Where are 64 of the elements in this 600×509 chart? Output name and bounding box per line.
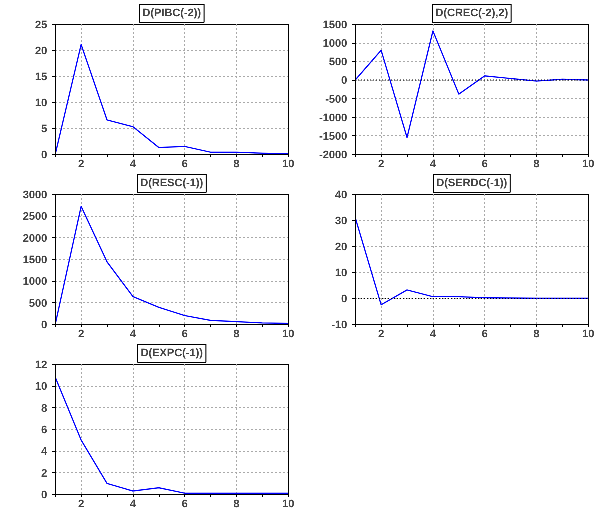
y-tick-label: 30: [335, 216, 348, 228]
y-tick-label: 2: [41, 468, 48, 480]
x-tick-label: 2: [78, 498, 84, 509]
chart-title: D(SERDC(-1)): [436, 178, 508, 190]
x-tick-label: 10: [282, 498, 295, 509]
x-tick-label: 10: [582, 158, 595, 170]
y-tick-label: 6: [41, 424, 48, 436]
x-tick-label: 8: [234, 498, 240, 509]
x-tick-label: 6: [482, 158, 488, 170]
y-tick-label: 5: [41, 124, 48, 136]
y-tick-label: 2000: [23, 232, 48, 245]
y-tick-label: -1500: [319, 130, 348, 143]
x-tick-label: 6: [182, 328, 188, 340]
y-tick-label: 1500: [323, 20, 348, 32]
x-tick-label: 6: [182, 158, 188, 170]
y-tick-label: -10: [332, 320, 348, 332]
y-tick-label: -2000: [319, 150, 348, 162]
y-tick-label: 4: [41, 446, 48, 458]
x-tick-label: 4: [130, 158, 138, 170]
chart-title: D(RESC(-1)): [140, 178, 204, 190]
y-tick-label: 10: [35, 98, 48, 110]
x-tick-label: 2: [378, 328, 384, 340]
y-tick-label: 0: [41, 320, 48, 332]
y-tick-label: 10: [35, 381, 48, 394]
y-tick-label: 25: [35, 20, 48, 32]
y-tick-label: 1000: [323, 38, 348, 50]
x-tick-label: 2: [78, 158, 84, 170]
x-tick-label: 8: [534, 328, 540, 340]
x-tick-label: 6: [482, 328, 488, 340]
y-tick-label: -1000: [319, 112, 348, 124]
chart-title: D(EXPC(-1)): [140, 348, 204, 360]
y-tick-label: 1500: [23, 254, 48, 266]
x-tick-label: 8: [234, 158, 240, 170]
y-tick-label: 500: [29, 298, 48, 310]
y-tick-label: -500: [325, 94, 348, 106]
y-tick-label: 20: [35, 46, 48, 58]
y-tick-label: 0: [41, 490, 48, 502]
y-tick-label: 15: [35, 72, 48, 84]
x-tick-label: 10: [582, 328, 595, 340]
x-tick-label: 8: [234, 328, 240, 340]
y-tick-label: 40: [335, 190, 348, 202]
x-tick-label: 4: [430, 158, 438, 170]
y-tick-label: 0: [41, 150, 48, 162]
chart-title: D(CREC(-2),2): [436, 8, 509, 20]
x-tick-label: 2: [78, 328, 84, 340]
x-tick-label: 8: [534, 158, 540, 170]
x-tick-label: 4: [130, 498, 138, 509]
x-tick-label: 10: [282, 328, 295, 340]
chart-title: D(PIBC(-2)): [142, 8, 202, 20]
y-tick-label: 2500: [23, 211, 48, 224]
y-tick-label: 3000: [23, 190, 48, 202]
y-tick-label: 12: [35, 360, 48, 372]
x-tick-label: 4: [430, 328, 438, 340]
y-tick-label: 8: [41, 402, 48, 415]
y-tick-label: 20: [335, 242, 348, 254]
y-tick-label: 0: [341, 75, 348, 88]
x-tick-label: 2: [378, 158, 384, 170]
x-tick-label: 4: [130, 328, 138, 340]
y-tick-label: 0: [341, 294, 348, 306]
y-tick-label: 10: [335, 268, 348, 280]
y-tick-label: 500: [329, 56, 348, 69]
y-tick-label: 1000: [23, 276, 48, 288]
x-tick-label: 6: [182, 498, 188, 509]
x-tick-label: 10: [282, 158, 295, 170]
